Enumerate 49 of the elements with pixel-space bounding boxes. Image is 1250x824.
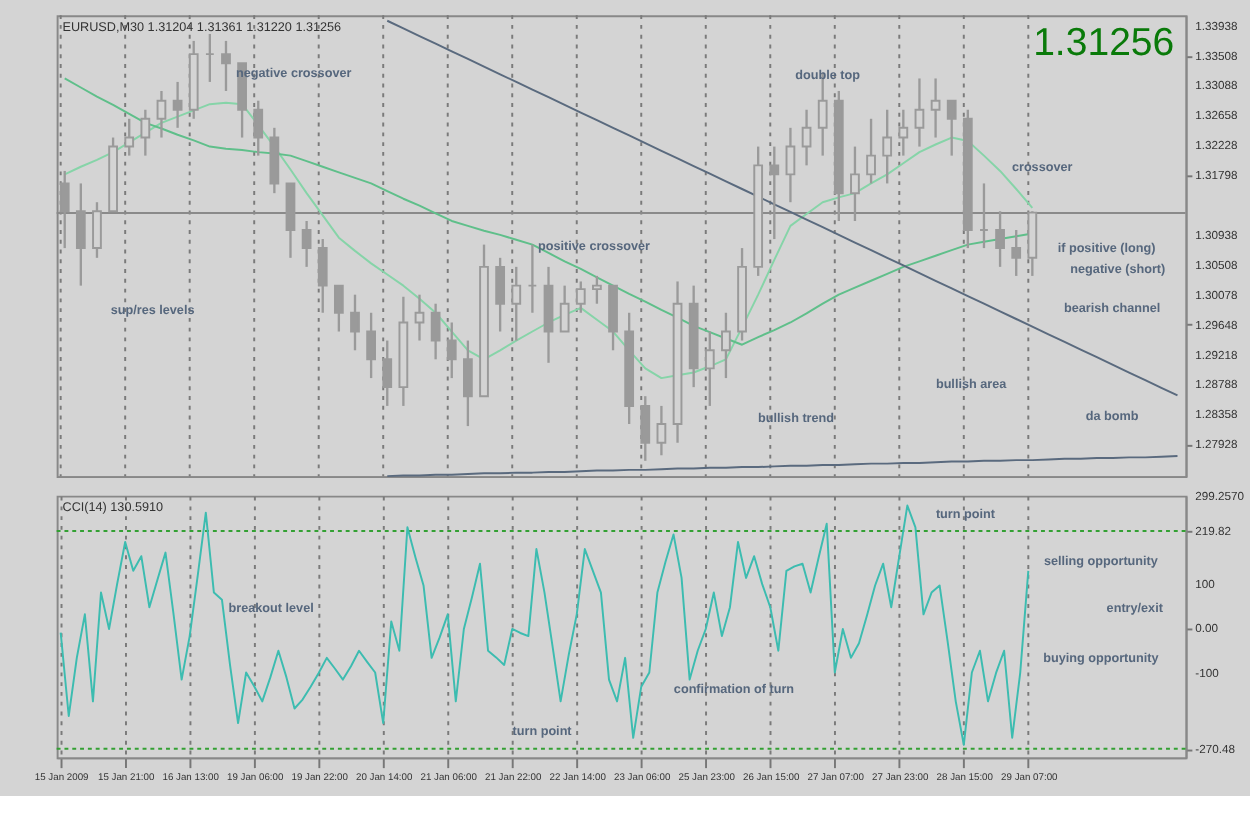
candlestick: [914, 77, 925, 148]
candlestick: [946, 99, 957, 157]
candlestick: [221, 39, 231, 93]
line-series: [59, 504, 1030, 746]
candlestick: [124, 117, 135, 157]
candlestick: [317, 237, 328, 314]
candlestick: [301, 219, 312, 269]
candlestick: [382, 339, 393, 408]
candlestick: [511, 265, 522, 342]
candlestick: [285, 182, 296, 259]
candlestick: [575, 280, 586, 314]
candlestick: [898, 108, 909, 157]
candlestick: [446, 321, 457, 380]
candlestick: [801, 108, 812, 167]
candlestick: [640, 395, 651, 462]
candlestick: [333, 284, 344, 333]
candlestick: [850, 145, 860, 223]
candlestick: [543, 265, 554, 364]
candlestick: [463, 339, 473, 428]
candlestick: [253, 99, 264, 157]
candlestick: [608, 284, 618, 352]
candlestick: [559, 284, 570, 333]
candlestick: [656, 404, 667, 457]
candlestick: [92, 201, 102, 259]
candlestick: [592, 274, 602, 305]
candlestick: [75, 182, 86, 287]
candlestick: [172, 80, 183, 129]
candlestick: [866, 117, 876, 185]
candlestick: [156, 89, 167, 139]
candlestick: [1011, 228, 1022, 278]
candlestick: [882, 108, 893, 185]
candlestick: [366, 311, 377, 380]
line-series: [386, 454, 1179, 478]
annotation: 1.31256: [1033, 20, 1175, 65]
candlestick: [769, 145, 780, 241]
line-series: [386, 19, 1179, 397]
candlestick: [430, 302, 441, 361]
candlestick: [350, 293, 360, 352]
candlestick: [59, 169, 70, 250]
candlestick: [495, 256, 506, 333]
candlestick: [721, 311, 731, 380]
candlestick: [785, 126, 796, 204]
candlestick: [1027, 210, 1038, 278]
candlestick: [414, 293, 425, 342]
candlestick: [269, 126, 280, 195]
candlestick: [930, 77, 941, 139]
candlestick: [995, 210, 1005, 269]
candlestick: [704, 330, 715, 408]
candlestick: [140, 108, 151, 157]
